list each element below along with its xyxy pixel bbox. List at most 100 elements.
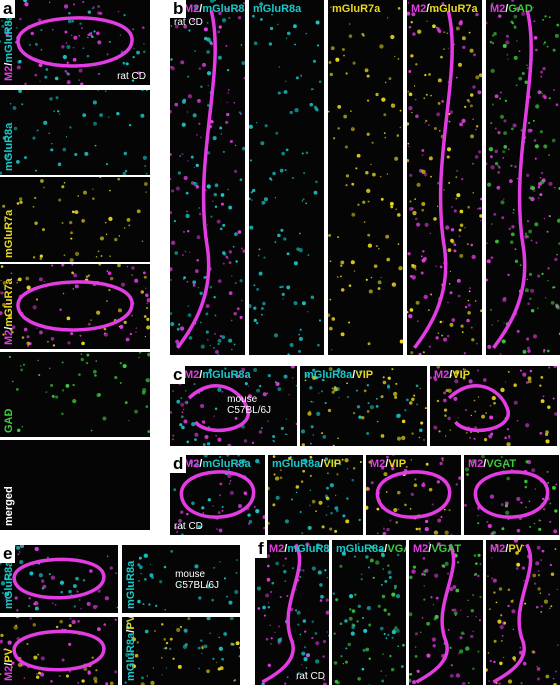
puncta (283, 570, 287, 574)
puncta (198, 67, 202, 70)
puncta (491, 557, 493, 559)
puncta (219, 482, 223, 486)
puncta (40, 579, 45, 583)
image-tile: mGluR8a (249, 0, 324, 355)
puncta (322, 682, 327, 685)
puncta (125, 652, 130, 658)
puncta (529, 185, 533, 189)
puncta (314, 659, 320, 664)
puncta (466, 318, 470, 323)
puncta (174, 102, 179, 107)
puncta (210, 41, 213, 44)
puncta (206, 669, 210, 674)
puncta (74, 251, 80, 257)
puncta (285, 80, 287, 82)
puncta (41, 228, 45, 232)
puncta (305, 542, 310, 547)
puncta (341, 551, 347, 556)
puncta (336, 276, 339, 278)
puncta (187, 305, 190, 307)
puncta (394, 626, 398, 630)
puncta (498, 587, 503, 591)
puncta (303, 172, 306, 175)
puncta (218, 11, 222, 16)
puncta (99, 177, 102, 179)
label-part: / (199, 3, 203, 15)
puncta (414, 98, 417, 101)
label-part: / (428, 543, 432, 555)
puncta (193, 383, 196, 386)
puncta (372, 172, 376, 177)
label-part: / (125, 629, 137, 633)
puncta (467, 615, 469, 618)
puncta (0, 40, 2, 43)
puncta (366, 74, 370, 78)
puncta (222, 262, 225, 265)
puncta (163, 638, 166, 641)
puncta (313, 190, 318, 195)
image-tile: GAD (0, 352, 150, 437)
puncta (425, 462, 429, 466)
puncta (380, 197, 384, 201)
puncta (27, 604, 31, 608)
puncta (383, 608, 387, 612)
puncta (227, 92, 230, 94)
puncta (452, 585, 457, 589)
puncta (472, 594, 474, 596)
puncta (553, 366, 557, 368)
puncta (273, 473, 276, 476)
puncta (218, 646, 223, 651)
puncta (42, 584, 47, 589)
puncta (363, 389, 367, 393)
puncta (545, 674, 550, 679)
puncta (550, 300, 555, 305)
puncta (474, 155, 479, 159)
puncta (251, 188, 256, 193)
puncta (16, 609, 19, 612)
puncta (192, 283, 196, 287)
puncta (225, 255, 228, 259)
puncta (462, 368, 465, 370)
puncta (140, 113, 145, 118)
puncta (542, 67, 546, 71)
puncta (268, 486, 270, 491)
puncta (474, 300, 477, 302)
label-part: VIP (452, 369, 471, 381)
channel-label: mGluR7a (3, 210, 15, 258)
puncta (0, 171, 3, 175)
puncta (386, 17, 389, 19)
puncta (253, 318, 257, 322)
puncta (451, 318, 456, 322)
puncta (281, 151, 285, 156)
puncta (526, 278, 528, 281)
puncta (68, 11, 71, 15)
puncta (329, 527, 333, 531)
puncta (118, 325, 121, 328)
puncta (274, 381, 277, 383)
puncta (40, 656, 45, 661)
annotation: rat CD (117, 71, 146, 82)
puncta (81, 218, 85, 223)
puncta (22, 363, 26, 366)
puncta (351, 609, 356, 613)
puncta (495, 543, 498, 547)
puncta (192, 280, 197, 285)
puncta (548, 97, 551, 100)
puncta (408, 401, 413, 405)
puncta (493, 212, 497, 216)
puncta (312, 368, 316, 372)
puncta (209, 344, 211, 347)
puncta (16, 428, 21, 433)
puncta (146, 317, 150, 321)
puncta (213, 415, 215, 417)
puncta (148, 603, 151, 606)
puncta (87, 274, 91, 277)
puncta (95, 360, 98, 362)
puncta (128, 663, 131, 667)
puncta (235, 641, 240, 646)
puncta (216, 219, 221, 224)
puncta (436, 366, 441, 369)
puncta (201, 652, 203, 655)
puncta (353, 555, 357, 558)
puncta (419, 387, 421, 390)
